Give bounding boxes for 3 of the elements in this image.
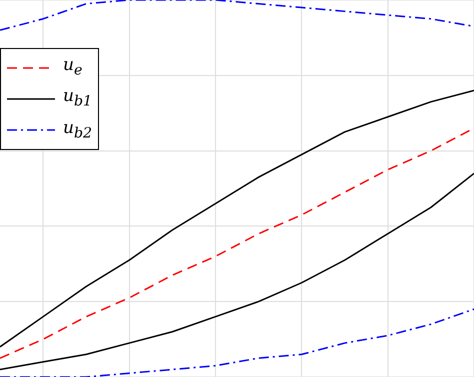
legend-label: u$_{b2}$ [63,116,92,144]
legend-label: u$_{b1}$ [63,85,92,112]
legend-label: u$_{e}$ [63,54,82,80]
